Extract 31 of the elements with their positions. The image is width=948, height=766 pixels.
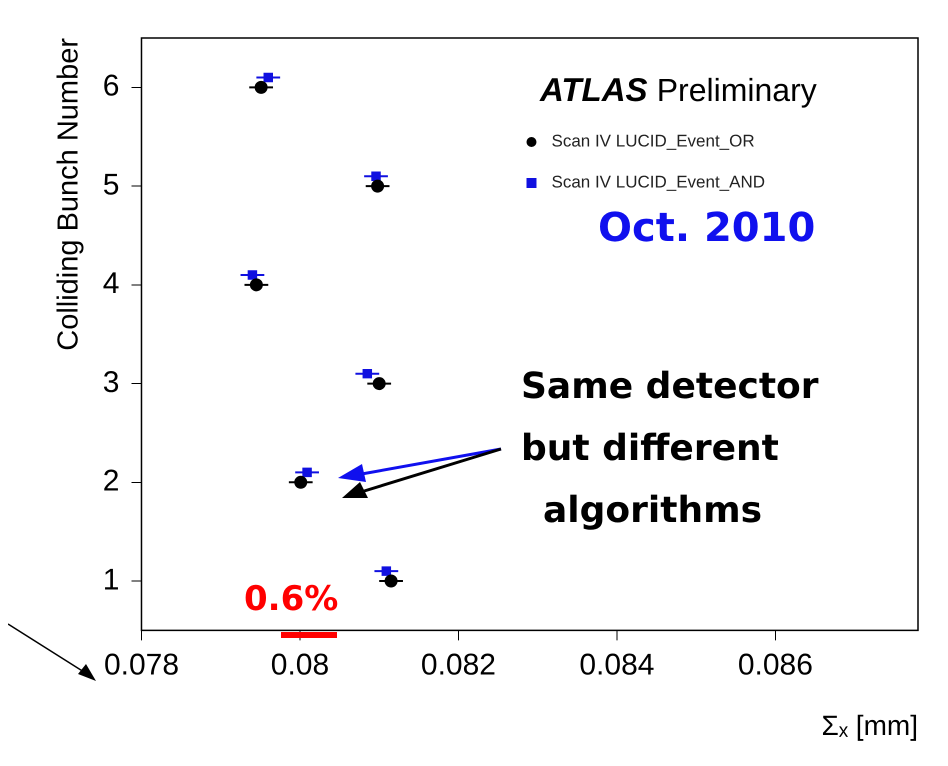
y-tick-label: 3: [102, 366, 120, 399]
x-tick-label: 0.078: [104, 648, 180, 682]
y-tick-label: 6: [102, 70, 120, 103]
x-tick-label: 0.084: [579, 648, 654, 682]
y-tick-label: 2: [102, 464, 120, 498]
point: [382, 566, 392, 576]
point: [248, 270, 258, 280]
annotation: ATLAS Preliminary: [539, 71, 817, 108]
legend-label: Scan IV LUCID_Event_OR: [551, 132, 755, 151]
legend-label: Scan IV LUCID_Event_AND: [551, 172, 766, 192]
point: [362, 368, 372, 378]
y-tick-label: 1: [102, 563, 120, 596]
point: [371, 171, 381, 181]
x-axis-title: Σₓ [mm]: [822, 710, 918, 741]
point: [371, 180, 384, 193]
annotation: Same detector but different algorithms: [521, 366, 819, 531]
y-tick-label: 4: [102, 267, 120, 300]
annotation: 0.6%: [244, 579, 338, 619]
point: [250, 278, 263, 292]
y-axis-title: Colliding Bunch Number: [52, 38, 84, 351]
point: [294, 476, 308, 489]
point: [264, 72, 274, 82]
annotation: Oct. 2010: [598, 205, 816, 251]
point: [384, 574, 398, 588]
x-tick-label: 0.08: [270, 648, 330, 682]
y-tick-label: 5: [102, 168, 120, 202]
x-tick-label: 0.086: [738, 648, 813, 682]
point: [372, 377, 386, 390]
x-tick-label: 0.082: [420, 648, 496, 682]
point: [254, 80, 268, 94]
point: [302, 468, 312, 478]
